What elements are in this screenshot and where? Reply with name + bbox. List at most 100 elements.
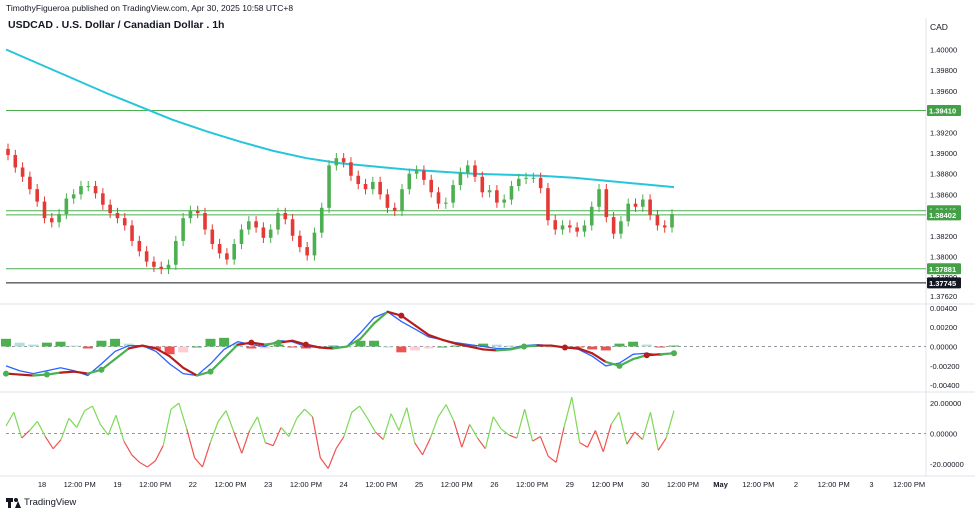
candle-body[interactable] bbox=[254, 221, 258, 228]
candle-body[interactable] bbox=[422, 170, 426, 180]
candle-body[interactable] bbox=[137, 240, 142, 252]
candle-body[interactable] bbox=[152, 261, 156, 267]
candle-body[interactable] bbox=[298, 235, 302, 248]
candle-body[interactable] bbox=[502, 199, 506, 203]
candle-body[interactable] bbox=[655, 215, 660, 226]
candle-body[interactable] bbox=[582, 225, 587, 232]
candle-body[interactable] bbox=[560, 225, 565, 230]
candle-body[interactable] bbox=[546, 188, 550, 221]
candle-body[interactable] bbox=[473, 165, 477, 177]
candle-body[interactable] bbox=[71, 194, 76, 199]
candle-body[interactable] bbox=[305, 247, 309, 256]
crossover-marker[interactable] bbox=[3, 370, 9, 377]
candle-body[interactable] bbox=[159, 266, 164, 269]
candle-body[interactable] bbox=[553, 220, 558, 230]
candle-body[interactable] bbox=[378, 181, 382, 195]
candle-body[interactable] bbox=[575, 227, 579, 232]
candle-body[interactable] bbox=[261, 227, 266, 238]
crossover-marker[interactable] bbox=[275, 339, 282, 346]
candle-body[interactable] bbox=[276, 212, 280, 230]
crossover-marker[interactable] bbox=[248, 339, 255, 346]
candle-body[interactable] bbox=[371, 181, 375, 190]
candle-body[interactable] bbox=[122, 218, 127, 226]
candle-body[interactable] bbox=[86, 186, 91, 188]
candle-body[interactable] bbox=[407, 173, 412, 190]
candle-body[interactable] bbox=[101, 193, 105, 205]
candle-body[interactable] bbox=[641, 199, 645, 207]
candle-body[interactable] bbox=[312, 232, 317, 256]
crossover-marker[interactable] bbox=[43, 371, 50, 378]
candle-body[interactable] bbox=[203, 212, 207, 230]
candle-body[interactable] bbox=[334, 158, 339, 166]
moving-average-line[interactable] bbox=[5, 48, 675, 189]
candle-body[interactable] bbox=[42, 201, 47, 219]
crossover-marker[interactable] bbox=[302, 341, 309, 348]
crossover-marker[interactable] bbox=[207, 368, 214, 375]
tradingview-logo[interactable]: TradingView bbox=[6, 497, 76, 508]
candle-body[interactable] bbox=[465, 165, 470, 173]
candle-body[interactable] bbox=[217, 244, 222, 254]
candle-body[interactable] bbox=[174, 240, 178, 265]
candle-body[interactable] bbox=[568, 225, 572, 228]
candle-body[interactable] bbox=[319, 207, 324, 233]
candle-body[interactable] bbox=[619, 221, 623, 234]
candle-body[interactable] bbox=[6, 148, 10, 156]
candle-body[interactable] bbox=[246, 221, 251, 230]
candle-body[interactable] bbox=[115, 212, 120, 219]
candle-body[interactable] bbox=[516, 178, 521, 187]
candle-body[interactable] bbox=[385, 194, 390, 208]
candle-body[interactable] bbox=[108, 204, 112, 213]
candle-body[interactable] bbox=[495, 190, 499, 203]
candle-body[interactable] bbox=[597, 189, 601, 207]
crossover-marker[interactable] bbox=[561, 344, 568, 351]
candle-body[interactable] bbox=[538, 177, 543, 189]
candle-body[interactable] bbox=[130, 225, 134, 241]
crossover-marker[interactable] bbox=[98, 366, 105, 373]
candle-body[interactable] bbox=[611, 217, 616, 234]
candle-body[interactable] bbox=[356, 175, 361, 185]
candle-body[interactable] bbox=[188, 210, 193, 219]
candle-body[interactable] bbox=[79, 186, 83, 195]
candle-body[interactable] bbox=[57, 214, 61, 223]
candle-body[interactable] bbox=[181, 218, 185, 241]
candle-body[interactable] bbox=[392, 207, 397, 211]
candle-body[interactable] bbox=[436, 192, 441, 204]
candle-body[interactable] bbox=[144, 251, 149, 262]
candle-body[interactable] bbox=[363, 184, 368, 190]
candle-body[interactable] bbox=[458, 172, 463, 186]
candle-body[interactable] bbox=[283, 212, 288, 220]
crossover-marker[interactable] bbox=[521, 343, 528, 350]
candle-body[interactable] bbox=[225, 253, 229, 260]
candle-body[interactable] bbox=[531, 177, 536, 179]
candle-body[interactable] bbox=[28, 176, 32, 190]
candle-body[interactable] bbox=[290, 219, 295, 236]
candle-body[interactable] bbox=[35, 189, 39, 202]
candle-body[interactable] bbox=[480, 176, 485, 193]
candle-body[interactable] bbox=[604, 189, 609, 218]
candle-body[interactable] bbox=[626, 203, 631, 222]
candle-body[interactable] bbox=[239, 229, 244, 245]
candle-body[interactable] bbox=[195, 210, 200, 213]
candle-body[interactable] bbox=[327, 165, 331, 208]
candle-body[interactable] bbox=[414, 170, 419, 174]
candle-body[interactable] bbox=[400, 189, 404, 211]
candle-body[interactable] bbox=[487, 190, 492, 193]
candle-body[interactable] bbox=[633, 203, 638, 207]
crossover-marker[interactable] bbox=[643, 352, 650, 359]
candle-body[interactable] bbox=[268, 229, 273, 238]
candle-body[interactable] bbox=[13, 155, 18, 168]
candle-body[interactable] bbox=[64, 198, 69, 215]
candle-body[interactable] bbox=[210, 229, 215, 245]
candle-body[interactable] bbox=[49, 218, 54, 223]
candle-body[interactable] bbox=[509, 186, 514, 200]
candle-body[interactable] bbox=[349, 162, 353, 176]
candle-body[interactable] bbox=[451, 185, 455, 203]
candle-body[interactable] bbox=[524, 177, 528, 179]
crossover-marker[interactable] bbox=[398, 312, 405, 319]
candle-body[interactable] bbox=[429, 179, 434, 193]
candle-body[interactable] bbox=[20, 167, 25, 177]
candle-body[interactable] bbox=[670, 214, 674, 228]
candle-body[interactable] bbox=[232, 244, 236, 260]
candle-body[interactable] bbox=[589, 206, 594, 226]
